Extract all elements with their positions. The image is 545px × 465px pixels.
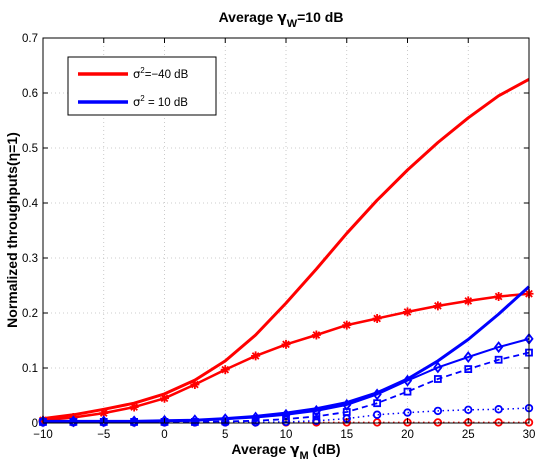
- x-axis-label: Average γM (dB): [231, 441, 340, 462]
- x-tick-label: 20: [401, 429, 414, 441]
- axes: −10 −5 0 5 10 15 20 25 30 0 0.1 0.2 0.3 0.4 0.5 0.6 0.7: [22, 33, 535, 441]
- square-marker: [433, 375, 442, 383]
- series-2: [38, 289, 534, 425]
- diamond-marker: [402, 374, 413, 387]
- y-axis-label: Normalized throughputs(η=1): [4, 132, 20, 328]
- square-marker: [403, 387, 412, 396]
- y-tick-label: 0.4: [22, 198, 39, 210]
- circle-marker: [403, 408, 412, 417]
- star-marker: [220, 365, 230, 375]
- diamond-marker: [250, 411, 261, 424]
- circle-marker: [69, 418, 78, 427]
- diamond-marker: [311, 404, 322, 417]
- x-tick-label: 0: [161, 429, 167, 441]
- square-marker: [464, 365, 473, 374]
- circle-marker: [251, 418, 260, 427]
- series-layer: [38, 77, 534, 428]
- circle-marker: [372, 418, 382, 427]
- circle-marker: [312, 416, 321, 425]
- diamond-marker: [433, 361, 443, 374]
- star-marker: [342, 320, 352, 330]
- circle-marker: [464, 405, 473, 414]
- circle-marker: [433, 406, 443, 416]
- circle-marker: [372, 410, 382, 419]
- y-tick-label: 0.7: [22, 33, 38, 45]
- star-marker: [372, 314, 382, 323]
- y-tick-label: 0: [32, 418, 38, 430]
- x-tick-label: −10: [33, 429, 53, 441]
- star-marker: [129, 402, 139, 412]
- series-line: [43, 407, 530, 424]
- star-marker: [99, 408, 109, 418]
- square-marker: [373, 399, 382, 408]
- legend-label: σ2 = 10 dB: [133, 94, 188, 109]
- diamond-marker: [372, 388, 382, 401]
- star-marker: [190, 380, 200, 389]
- circle-marker: [494, 405, 503, 414]
- star-marker: [433, 301, 443, 311]
- y-tick-label: 0.1: [22, 363, 38, 375]
- legend-label: σ2=−40 dB: [133, 66, 189, 81]
- x-tick-label: 15: [340, 429, 353, 441]
- chart-title: Average γW=10 dB: [219, 9, 344, 30]
- square-marker: [494, 355, 503, 364]
- star-marker: [311, 330, 321, 340]
- legend: σ2=−40 dB σ2 = 10 dB: [67, 56, 217, 116]
- series-line: [42, 77, 530, 421]
- star-marker: [403, 307, 412, 317]
- circle-marker: [129, 418, 139, 427]
- circle-marker: [190, 418, 200, 427]
- x-tick-label: −5: [97, 429, 110, 441]
- y-tick-label: 0.5: [22, 143, 38, 155]
- star-marker: [494, 292, 504, 301]
- series-1: [42, 77, 530, 421]
- diamond-marker: [493, 341, 504, 354]
- circle-marker: [494, 418, 503, 427]
- y-tick-label: 0.6: [22, 88, 38, 100]
- star-marker: [281, 339, 291, 349]
- diamond-marker: [463, 351, 473, 363]
- circle-marker: [433, 418, 443, 427]
- series-7: [38, 403, 534, 427]
- square-marker: [312, 412, 321, 421]
- x-tick-label: 10: [280, 429, 293, 441]
- x-tick-label: 5: [222, 429, 228, 441]
- legend-box: [67, 56, 217, 116]
- star-marker: [463, 296, 473, 306]
- y-tick-label: 0.2: [22, 308, 38, 320]
- x-tick-label: 25: [462, 429, 475, 441]
- x-tick-label: 30: [523, 429, 536, 441]
- y-tick-label: 0.3: [22, 253, 38, 265]
- star-marker: [160, 393, 169, 403]
- star-marker: [251, 351, 261, 361]
